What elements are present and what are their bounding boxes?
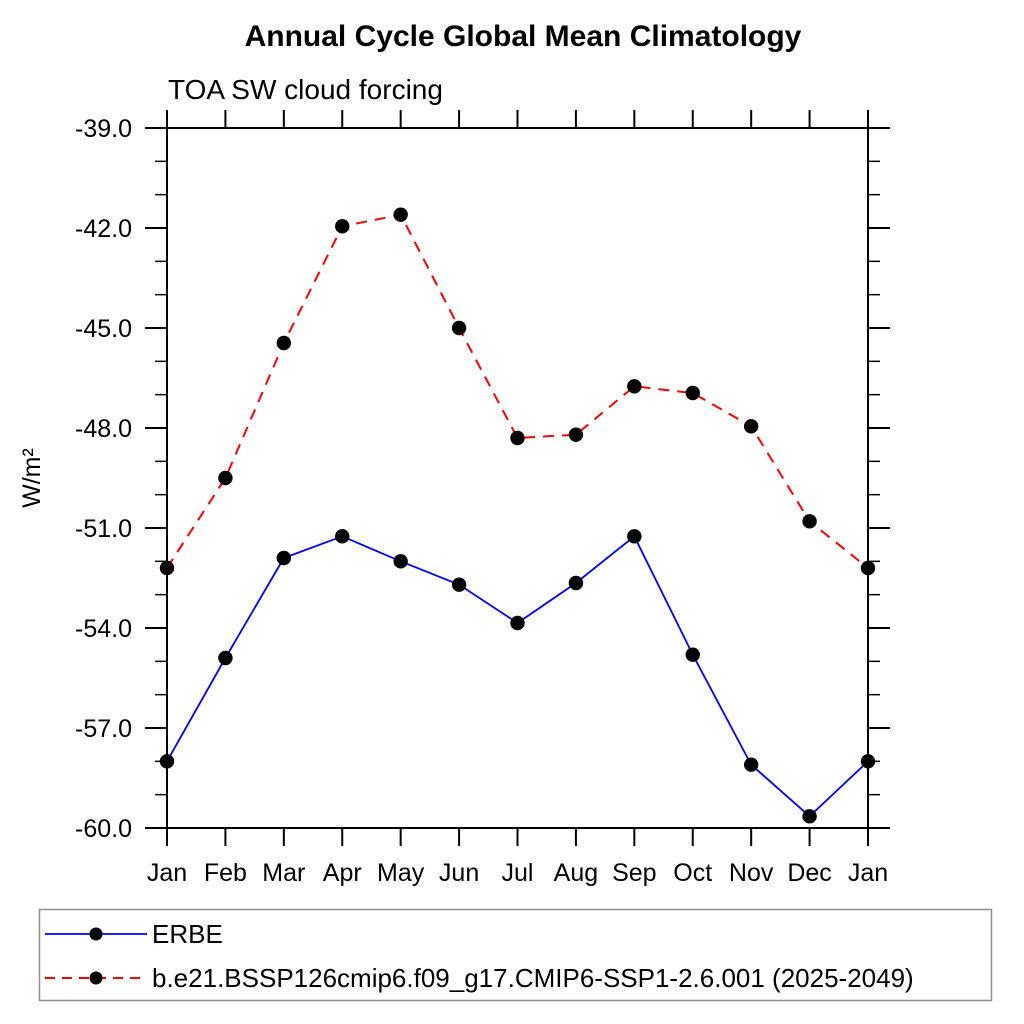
x-tick-label: Aug — [554, 859, 598, 887]
chart-title: Annual Cycle Global Mean Climatology — [245, 20, 802, 53]
x-tick-label: Jan — [147, 859, 187, 887]
x-tick-label: Feb — [204, 859, 247, 887]
legend-entry-erbe: ERBE — [45, 919, 223, 949]
data-point-marker — [802, 514, 817, 529]
data-point-marker — [451, 577, 467, 592]
y-tick-label: -42.0 — [75, 215, 132, 243]
data-point-marker — [159, 560, 175, 576]
plot-area: -39.0 -42.0 -45.0 -48.0 -51.0 -54.0 -57.0 -60.0… — [75, 110, 890, 887]
legend-box — [38, 908, 993, 1002]
x-tick-label: Nov — [729, 859, 774, 887]
data-point-marker — [335, 219, 350, 234]
x-tick-label: Jun — [439, 859, 479, 887]
data-point-marker — [451, 320, 467, 336]
data-point-marker — [627, 379, 642, 394]
y-tick-label: -48.0 — [75, 415, 132, 443]
data-point-marker — [802, 809, 817, 824]
data-point-marker — [335, 529, 350, 544]
data-point-marker — [393, 554, 408, 569]
x-tick-label: Mar — [262, 859, 305, 887]
x-tick-label: Jan — [848, 859, 888, 887]
legend-marker-model — [89, 971, 103, 985]
legend: ERBE b.e21.BSSP126cmip6.f09_g17.CMIP6-SS… — [38, 908, 993, 1002]
y-tick-label: -39.0 — [75, 115, 132, 143]
legend-marker-erbe — [89, 927, 103, 941]
data-point-marker — [743, 419, 759, 434]
data-point-marker — [218, 470, 233, 486]
series-line-erbe — [166, 534, 869, 818]
x-tick-label: May — [377, 859, 425, 887]
data-point-marker — [218, 650, 233, 666]
data-point-marker — [860, 560, 876, 576]
chart-subtitle: TOA SW cloud forcing — [168, 74, 443, 105]
data-point-marker — [685, 647, 700, 662]
y-tick-label: -51.0 — [75, 515, 132, 543]
x-tick-label: Oct — [673, 859, 712, 887]
data-point-marker — [685, 385, 700, 401]
data-point-marker — [743, 757, 759, 772]
data-point-marker — [393, 207, 408, 222]
legend-label-erbe: ERBE — [152, 919, 223, 949]
y-tick-label: -57.0 — [75, 715, 132, 743]
data-point-marker — [510, 615, 525, 631]
data-point-marker — [568, 575, 584, 591]
legend-entry-model: b.e21.BSSP126cmip6.f09_g17.CMIP6-SSP1-2.… — [45, 963, 914, 993]
y-tick-label: -60.0 — [75, 815, 132, 843]
x-tick-label: Sep — [612, 859, 656, 887]
legend-label-model: b.e21.BSSP126cmip6.f09_g17.CMIP6-SSP1-2.… — [152, 963, 914, 993]
y-axis-label: W/m² — [18, 448, 46, 508]
y-tick-label: -54.0 — [75, 615, 132, 643]
data-point-marker — [510, 430, 525, 446]
x-tick-label: Apr — [323, 859, 362, 887]
data-point-marker — [627, 529, 642, 544]
series-line-model — [166, 213, 869, 569]
data-point-marker — [159, 754, 175, 769]
x-tick-label: Dec — [787, 859, 831, 887]
data-point-marker — [860, 754, 876, 769]
data-point-marker — [276, 335, 292, 351]
y-tick-label: -45.0 — [75, 315, 132, 343]
data-point-marker — [568, 427, 584, 442]
plot-frame — [166, 127, 869, 829]
data-point-marker — [276, 550, 292, 566]
x-tick-label: Jul — [502, 859, 534, 887]
